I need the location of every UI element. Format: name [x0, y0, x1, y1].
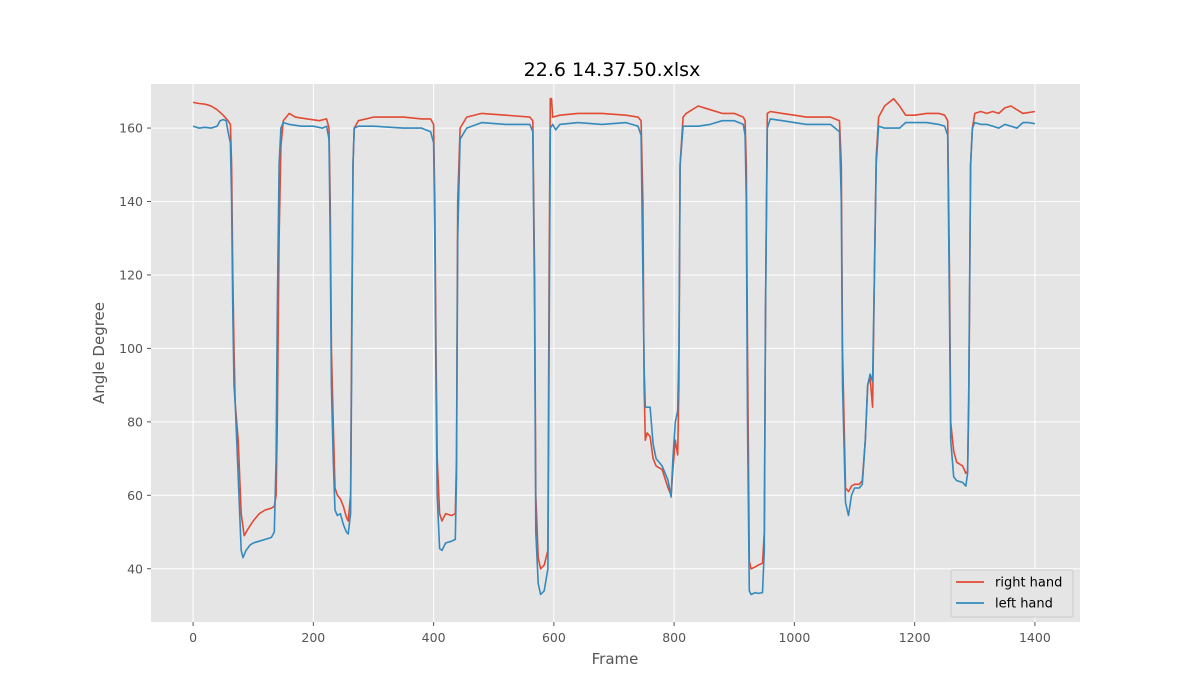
series-layer	[192, 97, 1036, 596]
series-line-right-hand	[192, 97, 1036, 570]
y-tick-label: 140	[119, 194, 143, 209]
y-tick-label: 80	[127, 414, 143, 429]
chart-title: 22.6 14.37.50.xlsx	[524, 59, 701, 81]
x-tick-label: 800	[662, 630, 686, 645]
legend-label: left hand	[995, 597, 1053, 612]
y-tick-label: 160	[119, 121, 143, 136]
y-tick-label: 60	[127, 488, 143, 503]
legend: right hand left hand	[950, 569, 1074, 618]
x-axis-label: Frame	[592, 650, 639, 668]
x-tick-label: 0	[189, 630, 197, 645]
y-tick-label: 100	[119, 341, 143, 356]
x-tick-label: 1200	[899, 630, 931, 645]
y-tick-label: 120	[119, 267, 143, 282]
x-tick-label: 1000	[778, 630, 810, 645]
x-tick-label: 1400	[1019, 630, 1051, 645]
y-tick-label: 40	[127, 561, 143, 576]
x-tick-label: 400	[422, 630, 446, 645]
axis-ticks: 0 200 400 600 800 1000 1200 1400 40 60 80 100 120 140…	[119, 121, 1051, 645]
y-axis-label: Angle Degree	[90, 302, 108, 404]
x-tick-label: 600	[542, 630, 566, 645]
plot-area	[151, 84, 1080, 622]
legend-label: right hand	[995, 576, 1062, 591]
x-tick-label: 200	[301, 630, 325, 645]
series-line-left-hand	[192, 118, 1036, 596]
